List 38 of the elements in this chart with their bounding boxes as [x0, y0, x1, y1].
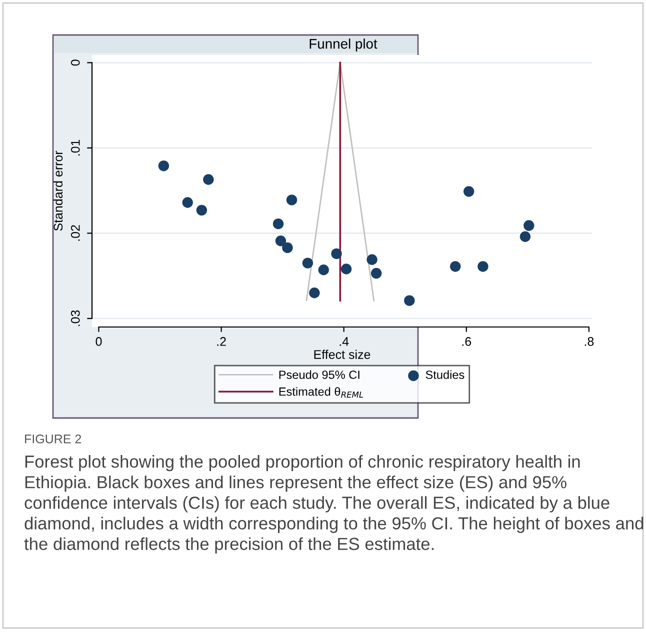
legend-label: Pseudo 95% CI — [279, 370, 360, 379]
point — [158, 160, 170, 172]
x-tick-label: .4 — [340, 337, 349, 346]
y-tick-label: .03 — [70, 310, 80, 326]
y-tick-label: .02 — [70, 225, 80, 241]
point — [272, 218, 284, 230]
x-tick-label: .2 — [217, 337, 226, 346]
point — [463, 186, 474, 197]
point — [203, 174, 214, 185]
point — [331, 248, 342, 260]
chart-title: Funnel plot — [310, 38, 378, 52]
y-tick-label: .01 — [70, 140, 80, 156]
point — [196, 204, 208, 216]
point — [478, 261, 488, 272]
point — [318, 264, 329, 276]
y-axis-title: Standard error — [53, 150, 63, 231]
y-tick-label: 0 — [70, 60, 80, 66]
point — [404, 295, 415, 306]
point — [450, 261, 461, 272]
point — [275, 236, 286, 246]
point — [309, 288, 320, 298]
point — [340, 264, 352, 274]
caption: FIGURE 2 — [25, 434, 82, 444]
point — [524, 220, 534, 231]
x-tick-label: .8 — [584, 337, 594, 346]
point — [286, 194, 298, 206]
text: Forest plot showing the pooled proportion of chronic respiratory health in Ethiopia. Black boxes and lines represent the effect size (ES) and 95% confidence intervals (CIs) for each study. The overall ES, indicated by a blue diamond, includes a width corresponding to the 95% CI. The height of boxes and the diamond reflects the precision of the ES estimate. — [24, 455, 644, 554]
point — [282, 242, 293, 254]
x-axis-title: Effect size — [314, 350, 370, 359]
x-tick-label: .6 — [462, 337, 472, 346]
point — [366, 254, 378, 265]
point — [520, 231, 531, 242]
point — [370, 268, 382, 279]
legend-label: Estimated θ$_{REML}$ — [279, 387, 364, 398]
x-tick-label: 0 — [96, 337, 102, 346]
legend-label: Studies — [426, 370, 464, 379]
point — [302, 258, 314, 268]
point — [182, 197, 193, 208]
